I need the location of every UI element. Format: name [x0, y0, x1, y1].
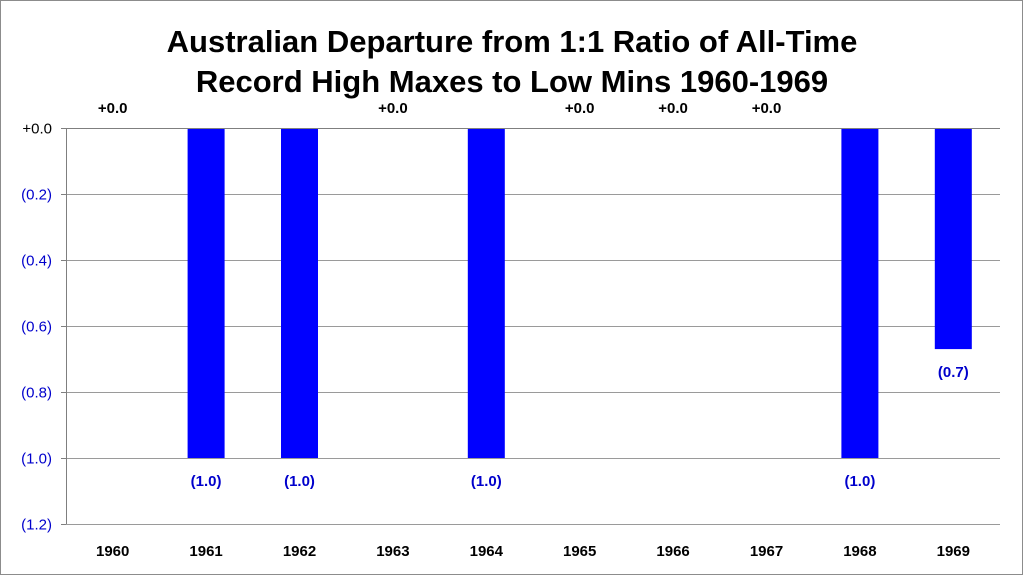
bar	[187, 128, 225, 458]
x-tick-label: 1960	[96, 543, 129, 560]
y-tick-label: +0.0	[22, 121, 52, 138]
data-label: (1.0)	[844, 473, 875, 490]
x-tick-label: 1967	[750, 543, 783, 560]
x-tick-label: 1964	[470, 543, 504, 560]
bar	[934, 128, 972, 350]
y-tick-label: (1.0)	[21, 451, 52, 468]
bar	[467, 128, 505, 458]
y-tick-label: (1.2)	[21, 517, 52, 534]
chart-title-line-1: Australian Departure from 1:1 Ratio of A…	[167, 24, 858, 59]
x-tick-label: 1966	[656, 543, 689, 560]
x-tick-label: 1965	[563, 543, 596, 560]
data-labels: +0.0 (1.0) (1.0) +0.0 (1.0) +0.0 +0.0 +0.0 (1.0)…	[98, 100, 969, 490]
bar	[841, 128, 879, 458]
data-label: +0.0	[752, 100, 782, 117]
y-tick-label: (0.2)	[21, 187, 52, 204]
y-tick-label: (0.4)	[21, 253, 52, 270]
data-label: (1.0)	[471, 473, 502, 490]
data-label: (1.0)	[191, 473, 222, 490]
bar	[281, 128, 318, 458]
data-label: (1.0)	[284, 473, 315, 490]
data-label: +0.0	[658, 100, 688, 117]
data-label: (0.7)	[938, 364, 969, 381]
x-tick-label: 1969	[937, 543, 970, 560]
x-tick-label: 1962	[283, 543, 316, 560]
data-label: +0.0	[565, 100, 595, 117]
chart-title-line-2: Record High Maxes to Low Mins 1960-1969	[196, 64, 828, 99]
data-label: +0.0	[378, 100, 408, 117]
x-tick-label: 1968	[843, 543, 876, 560]
x-tick-label: 1961	[189, 543, 222, 560]
data-label: +0.0	[98, 100, 128, 117]
bars	[187, 128, 972, 458]
y-axis: +0.0 (0.2) (0.4) (0.6) (0.8) (1.0) (1.2)	[21, 121, 67, 534]
x-axis: 1960 1961 1962 1963 1964 1965 1966 1967 1968 1969	[66, 128, 1000, 560]
y-tick-label: (0.8)	[21, 385, 52, 402]
x-tick-label: 1963	[376, 543, 409, 560]
y-tick-label: (0.6)	[21, 319, 52, 336]
